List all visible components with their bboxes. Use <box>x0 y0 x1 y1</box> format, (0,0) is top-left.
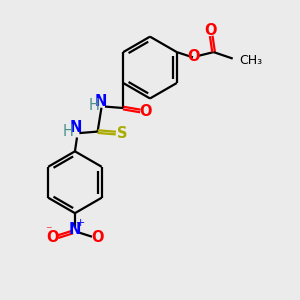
Text: H: H <box>88 98 99 112</box>
Text: O: O <box>91 230 104 245</box>
Text: +: + <box>76 218 86 228</box>
Text: O: O <box>46 230 59 245</box>
Text: N: N <box>69 222 81 237</box>
Text: H: H <box>63 124 74 139</box>
Text: O: O <box>140 104 152 119</box>
Text: CH₃: CH₃ <box>239 53 262 67</box>
Text: O: O <box>204 23 217 38</box>
Text: S: S <box>116 126 127 141</box>
Text: O: O <box>187 49 200 64</box>
Text: ⁻: ⁻ <box>45 224 52 237</box>
Text: N: N <box>69 120 82 135</box>
Text: N: N <box>95 94 107 109</box>
